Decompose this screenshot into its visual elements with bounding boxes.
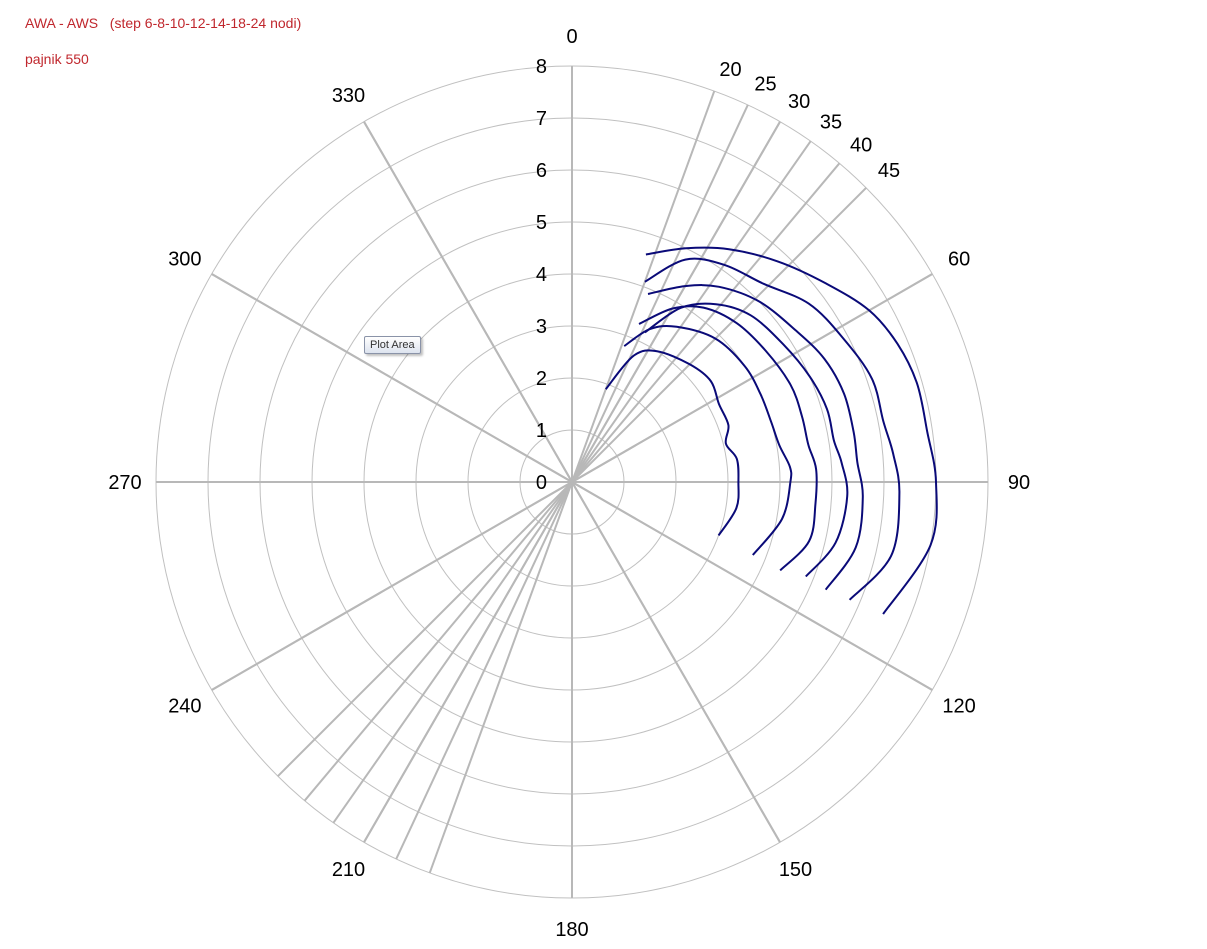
radial-tick-label: 6 [536,160,547,182]
angle-tick-label: 25 [754,73,776,95]
radial-tick-label: 5 [536,212,547,234]
angle-tick-label: 330 [332,85,365,107]
series-line-4 [644,302,849,578]
angle-tick-label: 150 [779,859,812,881]
radial-tick-label: 8 [536,56,547,78]
plot-area-tooltip: Plot Area [364,336,421,354]
angle-tick-label: 40 [850,134,872,156]
radial-tick-label: 4 [536,264,547,286]
series-line-2 [623,324,793,556]
angle-spokes [156,66,988,898]
series-lines [605,246,938,615]
angle-tick-label: 90 [1008,472,1030,494]
series-line-3 [638,305,818,572]
chart-subtitle: pajnik 550 [25,51,89,67]
angle-tick-label: 45 [878,160,900,182]
series-line-6 [644,257,901,601]
radial-tick-label: 3 [536,316,547,338]
chart-title: AWA - AWS (step 6-8-10-12-14-18-24 nodi) [25,15,302,31]
radial-tick-label: 0 [536,472,547,494]
angle-tick-label: 60 [948,249,970,271]
radial-tick-label: 7 [536,108,547,130]
angle-tick-label: 240 [168,696,201,718]
angle-tick-label: 120 [942,696,975,718]
series-line-7 [645,246,938,615]
spoke-330 [363,121,781,843]
angle-tick-label: 180 [555,919,588,941]
series-line-1 [605,349,740,536]
angle-tick-label: 210 [332,859,365,881]
axis-labels: 0123456780202530354045609012015018021024… [108,26,1030,941]
series-line-5 [647,284,864,591]
angle-tick-label: 20 [719,59,741,81]
angle-tick-label: 0 [566,26,577,48]
angle-tick-label: 30 [788,91,810,113]
angle-tick-label: 270 [108,472,141,494]
angle-tick-label: 300 [168,249,201,271]
radial-tick-label: 1 [536,420,547,442]
radial-tick-label: 2 [536,368,547,390]
angle-tick-label: 35 [820,111,842,133]
